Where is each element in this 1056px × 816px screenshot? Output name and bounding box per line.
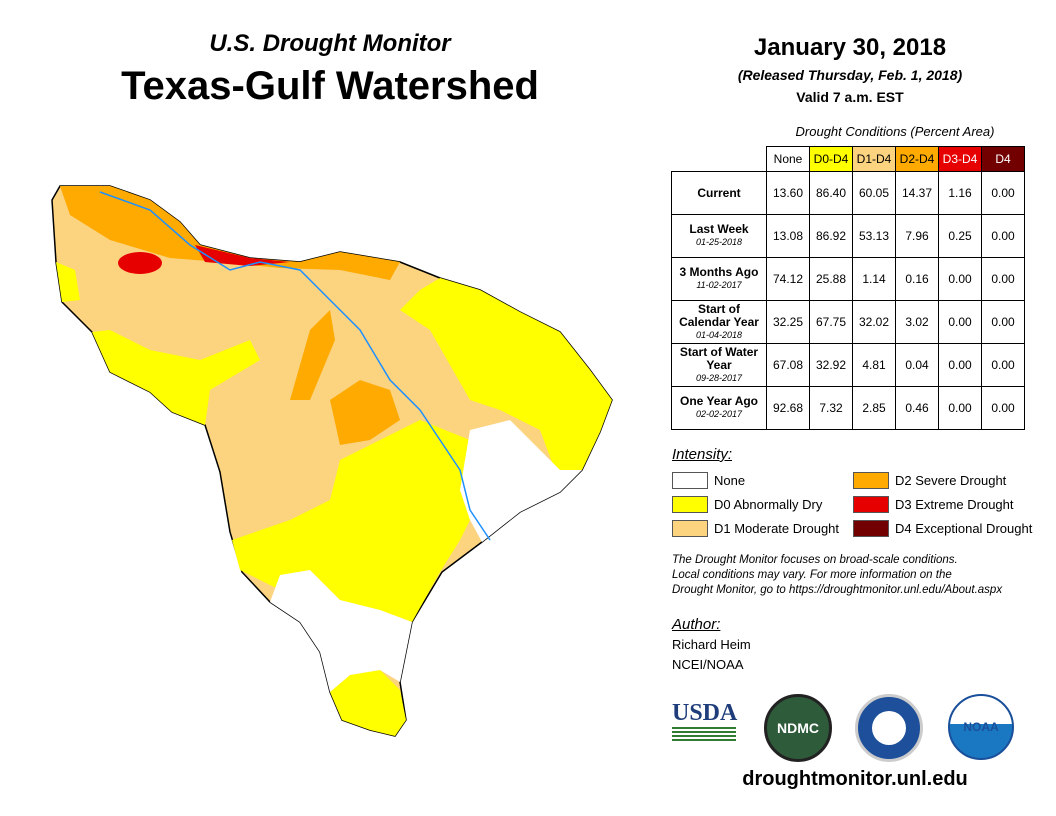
website-link[interactable]: droughtmonitor.unl.edu [742, 768, 968, 790]
table-cell: 0.46 [895, 386, 939, 430]
legend-item-d3: D3 Extreme Drought [853, 496, 1014, 513]
legend-item-d2: D2 Severe Drought [853, 472, 1006, 489]
table-cell: 13.60 [766, 171, 810, 215]
region-d0-northwest [56, 262, 80, 302]
table-row: One Year Ago 02-02-2017 92.68 7.32 2.85 0.46 0… [671, 386, 1025, 430]
table-cell: 53.13 [852, 214, 896, 258]
table-cell: 4.81 [852, 343, 896, 387]
region-d2-northwest [60, 186, 400, 280]
ndmc-logo: NDMC [764, 694, 832, 762]
table-cell: 14.37 [895, 171, 939, 215]
release-date: (Released Thursday, Feb. 1, 2018) [737, 67, 963, 83]
region-d0-central [232, 420, 480, 622]
author-org: NCEI/NOAA [672, 657, 744, 672]
table-cell: 0.00 [981, 300, 1025, 344]
col-d0: D0-D4 [809, 146, 853, 172]
legend-item-none: None [672, 472, 745, 489]
region-d0-north [400, 278, 612, 470]
legend-item-d4: D4 Exceptional Drought [853, 520, 1032, 537]
table-cell: 0.00 [938, 386, 982, 430]
disclaimer-note: The Drought Monitor focuses on broad-sca… [672, 554, 1003, 596]
table-cell: 0.00 [938, 300, 982, 344]
noaa-logo: NOAA [948, 694, 1014, 760]
table-cell: 0.00 [981, 257, 1025, 301]
region-d0-west [92, 330, 260, 425]
river [99, 191, 491, 541]
col-none: None [766, 146, 810, 172]
table-cell: 0.16 [895, 257, 939, 301]
region-none-east [460, 420, 582, 542]
table-cell: 3.02 [895, 300, 939, 344]
table-cell: 67.75 [809, 300, 853, 344]
legend-item-d0: D0 Abnormally Dry [672, 496, 822, 513]
region-none-south [270, 570, 412, 692]
col-d4: D4 [981, 146, 1025, 172]
col-d3: D3-D4 [938, 146, 982, 172]
table-cell: 86.92 [809, 214, 853, 258]
table-cell: 60.05 [852, 171, 896, 215]
commerce-seal-logo [855, 694, 923, 762]
table-cell: 7.96 [895, 214, 939, 258]
table-cell: 0.00 [981, 171, 1025, 215]
drought-map [51, 185, 613, 737]
table-cell: 0.25 [938, 214, 982, 258]
drought-conditions-table: None D0-D4 D1-D4 D2-D4 D3-D4 D4 Current 1… [671, 146, 1025, 430]
table-cell: 1.14 [852, 257, 896, 301]
table-cell: 92.68 [766, 386, 810, 430]
table-cell: 0.00 [938, 343, 982, 387]
legend-title: Intensity: [672, 446, 733, 463]
author-block: Author: Richard Heim NCEI/NOAA [672, 615, 751, 675]
table-row: 3 Months Ago 11-02-2017 74.12 25.88 1.14 0.16… [671, 257, 1025, 301]
table-cell: 0.00 [981, 386, 1025, 430]
author-name: Richard Heim [672, 637, 751, 652]
table-cell: 86.40 [809, 171, 853, 215]
region-d3-north [195, 245, 290, 266]
col-d2: D2-D4 [895, 146, 939, 172]
table-cell: 7.32 [809, 386, 853, 430]
table-cell: 74.12 [766, 257, 810, 301]
table-cell: 0.00 [938, 257, 982, 301]
table-row: Start of Calendar Year 01-04-2018 32.25 67.… [671, 300, 1025, 344]
usda-logo: USDA [672, 700, 737, 748]
table-cell: 0.00 [981, 214, 1025, 258]
table-cell: 32.25 [766, 300, 810, 344]
table-row: Last Week 01-25-2018 13.08 86.92 53.13 7.96 0.… [671, 214, 1025, 258]
map-date: January 30, 2018 [753, 34, 947, 61]
legend: Intensity: None D0 Abnormally Dry D1 Mod… [672, 446, 1042, 537]
region-d2-central [330, 380, 400, 445]
row-label: Start of Calendar Year 01-04-2018 [671, 300, 767, 344]
region-d0-south [330, 670, 406, 736]
table-cell: 13.08 [766, 214, 810, 258]
table-cell: 1.16 [938, 171, 982, 215]
table-cell: 67.08 [766, 343, 810, 387]
region-d3-panhandle [118, 252, 162, 274]
subtitle: U.S. Drought Monitor [209, 30, 451, 57]
table-cell: 2.85 [852, 386, 896, 430]
region-d2-band [290, 310, 335, 400]
row-label: 3 Months Ago 11-02-2017 [671, 257, 767, 301]
table-cell: 32.92 [809, 343, 853, 387]
table-row: Current 13.60 86.40 60.05 14.37 1.16 0.00 [671, 171, 1025, 215]
valid-time: Valid 7 a.m. EST [796, 89, 904, 105]
col-d1: D1-D4 [852, 146, 896, 172]
table-cell: 0.04 [895, 343, 939, 387]
row-label: Start of Water Year 09-28-2017 [671, 343, 767, 387]
row-label: One Year Ago 02-02-2017 [671, 386, 767, 430]
page-title: Texas-Gulf Watershed [121, 64, 539, 108]
table-cell: 32.02 [852, 300, 896, 344]
row-label: Last Week 01-25-2018 [671, 214, 767, 258]
legend-item-d1: D1 Moderate Drought [672, 520, 839, 537]
row-label: Current [671, 171, 767, 215]
table-caption: Drought Conditions (Percent Area) [795, 124, 995, 139]
table-cell: 25.88 [809, 257, 853, 301]
table-cell: 0.00 [981, 343, 1025, 387]
table-row: Start of Water Year 09-28-2017 67.08 32.92 4… [671, 343, 1025, 387]
author-title: Author: [672, 616, 721, 633]
